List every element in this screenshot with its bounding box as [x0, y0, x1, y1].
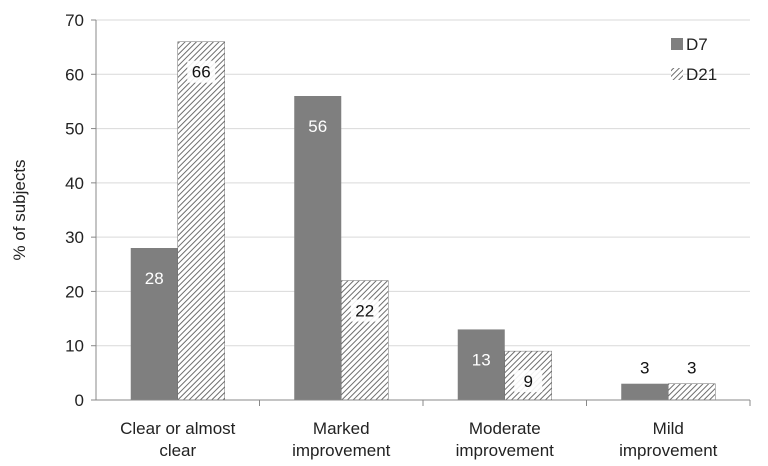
data-label: 66	[192, 63, 211, 82]
legend-swatch-d21	[671, 68, 683, 80]
x-category-label: improvement	[619, 441, 718, 460]
data-label: 3	[640, 359, 649, 378]
legend: D7 D21	[671, 35, 717, 84]
y-axis-title: % of subjects	[10, 159, 29, 260]
data-label: 13	[472, 350, 491, 369]
y-tick-label: 70	[65, 11, 84, 30]
bar-d7	[621, 383, 669, 400]
data-label: 9	[524, 372, 533, 391]
y-tick-label: 10	[65, 337, 84, 356]
bar-d7	[294, 96, 342, 400]
x-category-label: Marked	[313, 419, 370, 438]
data-label: 56	[308, 117, 327, 136]
data-label: 3	[687, 359, 696, 378]
y-tick-label: 20	[65, 282, 84, 301]
x-category-label: Moderate	[469, 419, 541, 438]
data-label-background	[187, 60, 216, 83]
x-category-label: improvement	[456, 441, 555, 460]
y-tick-label: 0	[75, 391, 84, 410]
bar-d21	[341, 280, 389, 401]
x-category-label: improvement	[292, 441, 391, 460]
bar-d7	[457, 329, 505, 400]
data-label: 28	[145, 269, 164, 288]
bar-d21	[668, 383, 716, 401]
bar-d21	[177, 41, 225, 401]
y-tick-label: 40	[65, 174, 84, 193]
x-category-label: Clear or almost	[120, 419, 236, 438]
y-tick-label: 50	[65, 120, 84, 139]
x-category-label: clear	[159, 441, 196, 460]
legend-label-d21: D21	[686, 65, 717, 84]
legend-swatch-d7	[671, 38, 683, 50]
x-category-label: Mild	[653, 419, 684, 438]
data-label-background	[350, 299, 379, 322]
y-tick-label: 30	[65, 228, 84, 247]
data-label: 22	[355, 302, 374, 321]
y-tick-label: 60	[65, 65, 84, 84]
legend-label-d7: D7	[686, 35, 708, 54]
bar-d7	[130, 248, 178, 400]
data-label-background	[514, 370, 543, 393]
